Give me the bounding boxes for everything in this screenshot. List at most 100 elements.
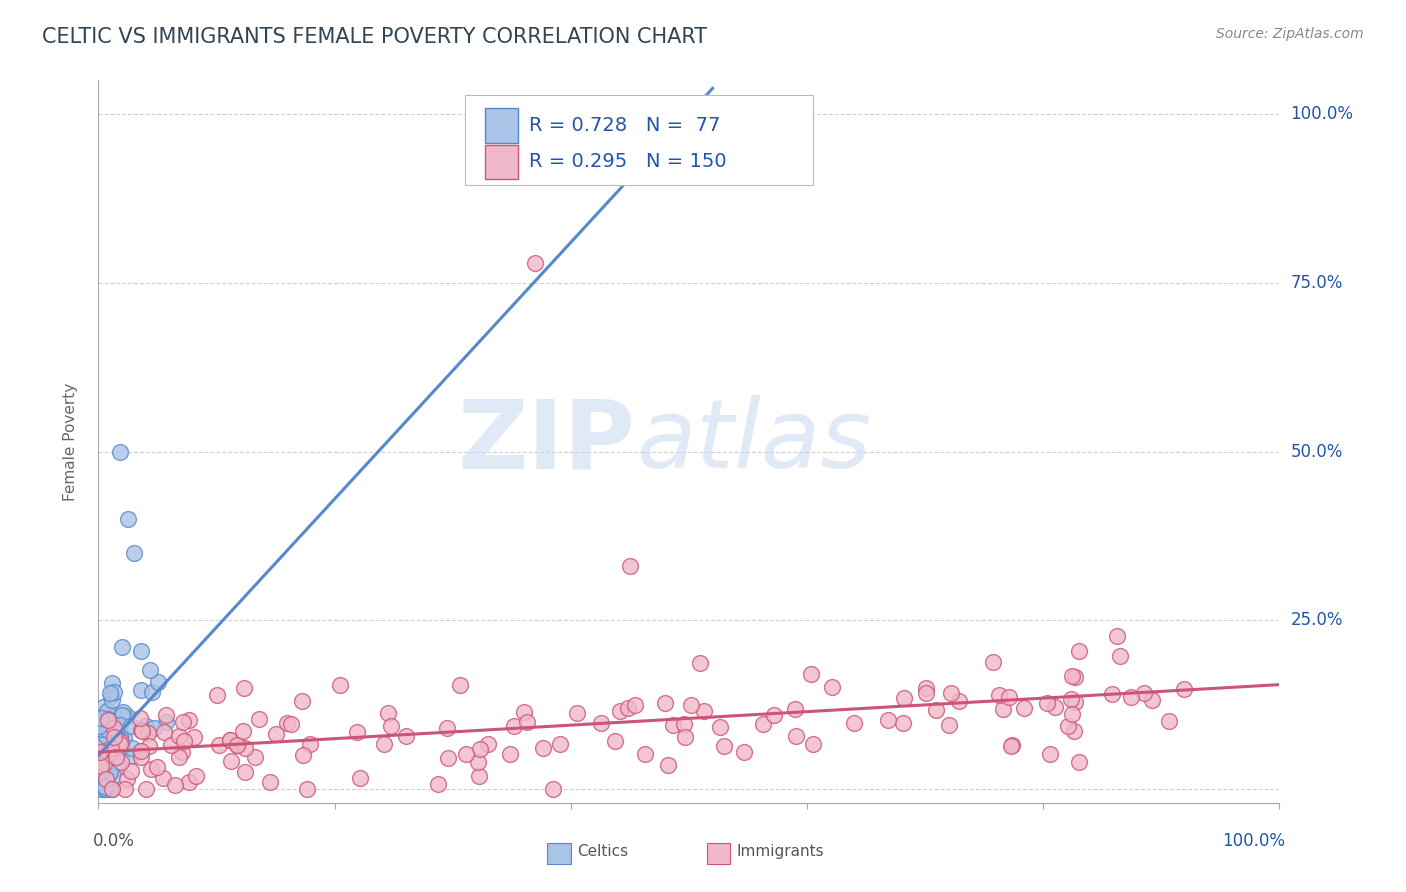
Point [111,640,134,654]
Point [1119,690,1142,704]
Point [624,698,647,712]
Point [146,760,169,774]
Point [449,678,471,692]
Point [292,748,315,763]
Point [1039,747,1062,761]
Point [1067,756,1090,770]
Point [541,782,564,797]
Point [1069,644,1091,658]
Point [94,780,117,794]
Point [163,778,186,792]
Text: Source: ZipAtlas.com: Source: ZipAtlas.com [1216,27,1364,41]
Point [800,667,823,681]
Point [121,740,143,755]
Point [205,688,228,702]
Point [941,686,963,700]
Point [998,690,1021,704]
Text: 0.0%: 0.0% [93,831,135,850]
Point [633,747,655,761]
Point [948,694,970,708]
Point [117,709,139,723]
Point [219,733,242,747]
Text: 25.0%: 25.0% [1291,612,1343,630]
Point [112,731,135,745]
Bar [485,145,517,179]
Point [89,728,111,742]
FancyBboxPatch shape [464,95,813,185]
Point [101,782,124,797]
Point [565,706,588,720]
Point [108,718,131,732]
Text: R = 0.728   N =  77: R = 0.728 N = 77 [530,116,721,136]
Point [89,729,111,743]
Point [89,745,111,759]
Point [108,444,131,458]
Text: Immigrants: Immigrants [737,845,824,859]
Point [218,733,240,747]
Point [155,708,177,723]
Point [1036,696,1059,710]
Point [96,707,118,722]
Point [609,704,631,718]
Point [502,718,524,732]
Point [1140,692,1163,706]
Point [373,737,395,751]
Point [454,747,477,761]
Point [129,644,152,658]
Point [233,740,256,755]
Point [436,750,458,764]
Point [499,747,522,761]
Point [603,734,626,748]
Text: CELTIC VS IMMIGRANTS FEMALE POVERTY CORRELATION CHART: CELTIC VS IMMIGRANTS FEMALE POVERTY CORR… [42,27,707,46]
Point [128,711,150,725]
Point [259,775,281,789]
Point [120,719,142,733]
Point [100,676,122,690]
Point [512,705,534,719]
Point [93,756,115,771]
Point [131,723,153,738]
Point [988,688,1011,702]
Point [1159,714,1181,728]
Point [105,727,128,741]
Point [120,764,142,778]
Point [98,765,121,780]
Point [89,719,111,733]
Point [120,749,142,764]
Point [100,714,122,729]
Point [179,774,201,789]
Point [96,705,118,719]
Point [97,747,120,761]
Point [298,737,321,751]
Text: 75.0%: 75.0% [1291,274,1343,292]
Text: Celtics: Celtics [576,845,628,859]
Point [107,715,129,730]
Point [98,723,121,737]
Point [97,714,120,728]
Bar [707,843,730,864]
Point [709,720,731,734]
Point [170,745,193,759]
Point [135,782,157,797]
Point [97,712,120,726]
Point [87,734,110,748]
Point [467,769,489,783]
Point [1063,724,1085,739]
Point [891,716,914,731]
Point [713,739,735,754]
Point [548,737,571,751]
Point [346,725,368,739]
Point [1109,648,1132,663]
Point [232,724,254,739]
Point [152,771,174,785]
Point [1064,671,1087,685]
Point [139,663,162,677]
Point [619,559,641,574]
Point [122,546,145,560]
Point [329,678,352,692]
Point [842,715,865,730]
Point [91,722,114,736]
Point [117,512,139,526]
Point [183,731,205,745]
Point [107,732,129,747]
